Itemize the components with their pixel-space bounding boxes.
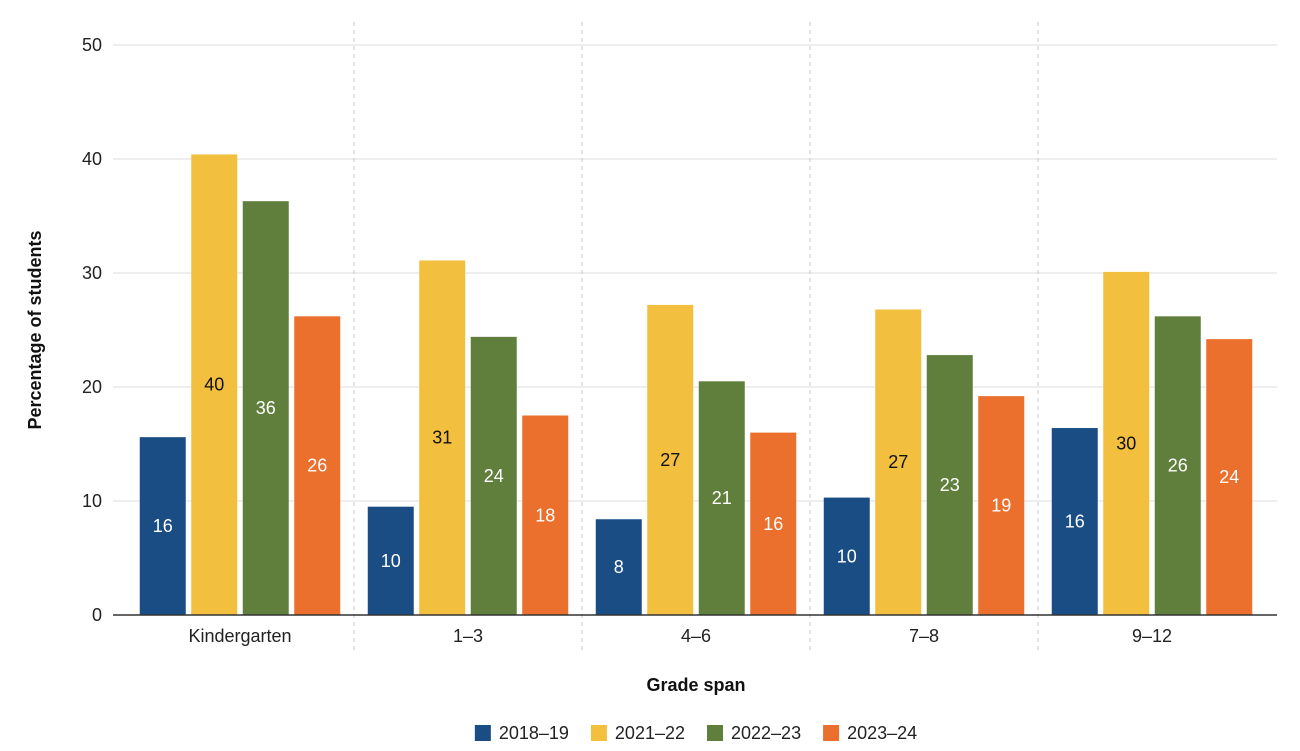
bar-value-label: 16: [153, 516, 173, 536]
y-tick-label: 10: [82, 491, 102, 511]
bar-labels: 16 40 36 26 10 31 24 18 8 27 21 16 10 27 23 19 16 30 26 24: [153, 375, 1240, 577]
bar-value-label: 24: [1219, 467, 1239, 487]
category-separators: [353, 22, 1039, 652]
bar-value-label: 8: [614, 557, 624, 577]
bar-value-label: 27: [660, 450, 680, 470]
bar: [1206, 339, 1253, 615]
legend-label: 2023–24: [847, 723, 917, 743]
y-axis-ticks: 0 10 20 30 40 50: [82, 35, 102, 625]
bar-value-label: 16: [763, 514, 783, 534]
bar: [191, 154, 238, 615]
bar-value-label: 21: [712, 488, 732, 508]
bar: [522, 415, 569, 615]
bar: [1103, 271, 1150, 615]
bar: [750, 432, 797, 615]
bar-value-label: 30: [1116, 433, 1136, 453]
bar-value-label: 24: [484, 466, 504, 486]
bar-value-label: 18: [535, 505, 555, 525]
x-axis-title: Grade span: [646, 675, 745, 695]
bar: [139, 437, 186, 615]
x-tick-label: 1–3: [453, 626, 483, 646]
y-tick-label: 30: [82, 263, 102, 283]
bar-value-label: 26: [307, 456, 327, 476]
bar: [926, 355, 973, 615]
y-tick-label: 40: [82, 149, 102, 169]
y-axis-title: Percentage of students: [25, 230, 45, 429]
bar: [1051, 428, 1098, 615]
bar: [367, 506, 414, 615]
bar-value-label: 10: [381, 551, 401, 571]
bar: [419, 260, 466, 615]
legend: 2018–19 2021–22 2022–23 2023–24: [474, 723, 917, 743]
x-tick-label: 7–8: [909, 626, 939, 646]
legend-swatch: [474, 725, 491, 741]
x-tick-label: 4–6: [681, 626, 711, 646]
bar-value-label: 16: [1065, 512, 1085, 532]
bar: [1154, 316, 1201, 615]
legend-label: 2018–19: [499, 723, 569, 743]
bar: [823, 497, 870, 615]
bar: [294, 316, 341, 615]
legend-swatch: [707, 725, 723, 741]
bar: [595, 519, 642, 615]
legend-item: 2022–23: [707, 723, 801, 743]
bar: [242, 201, 289, 615]
legend-item: 2018–19: [474, 723, 569, 743]
bar: [978, 396, 1025, 615]
bar-value-label: 19: [991, 496, 1011, 516]
bars: [139, 154, 1253, 615]
x-tick-label: 9–12: [1132, 626, 1172, 646]
bar-value-label: 40: [204, 375, 224, 395]
bar: [875, 309, 922, 615]
y-tick-label: 50: [82, 35, 102, 55]
x-tick-label: Kindergarten: [188, 626, 291, 646]
bar-value-label: 31: [432, 428, 452, 448]
bar-value-label: 36: [256, 398, 276, 418]
y-tick-label: 0: [92, 605, 102, 625]
legend-item: 2023–24: [823, 723, 917, 743]
legend-label: 2021–22: [615, 723, 685, 743]
legend-swatch: [590, 725, 607, 741]
legend-label: 2022–23: [731, 723, 801, 743]
bar-value-label: 26: [1168, 456, 1188, 476]
bar-value-label: 23: [940, 475, 960, 495]
y-tick-label: 20: [82, 377, 102, 397]
x-axis-ticks: Kindergarten 1–3 4–6 7–8 9–12: [188, 626, 1172, 646]
bar: [470, 336, 517, 615]
legend-swatch: [823, 725, 840, 741]
bar-value-label: 10: [837, 546, 857, 566]
bar-value-label: 27: [888, 452, 908, 472]
bar: [647, 304, 694, 615]
legend-item: 2021–22: [590, 723, 685, 743]
bar: [698, 381, 745, 615]
